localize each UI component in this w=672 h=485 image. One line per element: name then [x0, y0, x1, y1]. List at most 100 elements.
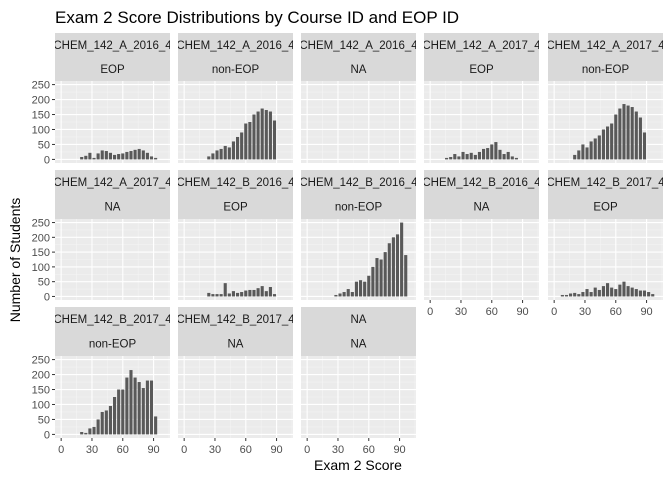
- facet-strip-eop-label: EOP: [223, 202, 248, 214]
- x-tick-label: 90: [270, 444, 282, 456]
- histogram-bar: [268, 286, 272, 297]
- histogram-bar: [117, 389, 121, 435]
- histogram-bar: [506, 151, 510, 160]
- histogram-bar: [589, 141, 593, 160]
- facet-panel: CHEM_142_B_2016_4 EOP: [176, 170, 295, 300]
- y-tick-label: 150: [32, 385, 50, 397]
- histogram-bar: [334, 294, 338, 297]
- histogram-bar: [502, 154, 506, 160]
- x-tick-label: 0: [551, 306, 557, 318]
- facet-strip-eop-bg: [55, 194, 170, 219]
- x-tick-label: 0: [304, 444, 310, 456]
- facet-strip-eop-bg: [178, 57, 293, 81]
- histogram-bar: [84, 432, 88, 435]
- histogram-bar: [244, 123, 248, 160]
- facet-strip-course-bg: [548, 170, 663, 194]
- histogram-bar: [638, 290, 642, 297]
- histogram-bar: [461, 151, 465, 160]
- facet-strip-eop-label: NA: [105, 202, 121, 214]
- facet-strip-course-label: CHEM_142_B_2016_4: [422, 177, 541, 189]
- y-tick-label: 150: [32, 110, 50, 122]
- histogram-bar: [618, 108, 622, 160]
- histogram-bar: [614, 289, 618, 297]
- facet-panel: CHEM_142_A_2017_4 EOP: [422, 33, 541, 163]
- y-tick-label: 250: [32, 80, 50, 92]
- histogram-bar: [564, 294, 569, 297]
- facet-strip-eop-bg: [424, 57, 539, 81]
- histogram-bar: [264, 291, 268, 297]
- x-tick-label: 60: [610, 306, 622, 318]
- facet-panel: CHEM_142_B_2016_4 NA 0 30 60 90: [422, 170, 541, 318]
- x-tick-label: 90: [516, 306, 528, 318]
- histogram-bar: [141, 388, 145, 435]
- histogram-bar: [227, 147, 231, 160]
- histogram-bar: [129, 370, 133, 435]
- facet-panel: CHEM_142_A_2017_4 NA 0 50 100 150 200 250: [32, 170, 172, 303]
- histogram-bar: [231, 291, 235, 297]
- histogram-bar: [363, 281, 367, 297]
- facet-strip-course-label: CHEM_142_A_2017_4: [53, 177, 172, 189]
- facet-strip-eop-label: non-EOP: [335, 202, 383, 214]
- histogram-bar: [125, 151, 129, 160]
- histogram-bar: [113, 154, 117, 160]
- histogram-bar: [482, 148, 486, 160]
- histogram-bar: [404, 255, 408, 297]
- histogram-bar: [486, 148, 490, 160]
- facet-strip-course-bg: [301, 170, 416, 194]
- histogram-bar: [108, 152, 112, 160]
- x-tick-label: 0: [58, 444, 64, 456]
- facet-strip-course-label: CHEM_142_A_2017_4: [422, 40, 541, 52]
- facet-strip-eop-bg: [55, 57, 170, 81]
- histogram-bar: [585, 289, 589, 297]
- histogram-bar: [630, 107, 634, 160]
- histogram-bar: [121, 389, 125, 435]
- histogram-bar: [593, 287, 597, 297]
- histogram-bar: [268, 111, 272, 160]
- histogram-bar: [149, 156, 154, 160]
- y-tick-label: 250: [32, 218, 50, 230]
- histogram-bar: [647, 292, 651, 297]
- histogram-bar: [207, 292, 211, 297]
- histogram-bar: [154, 416, 158, 435]
- histogram-bar: [100, 150, 104, 160]
- histogram-bar: [92, 426, 96, 435]
- histogram-bar: [236, 292, 240, 297]
- histogram-bar: [346, 289, 350, 297]
- histogram-bar: [104, 151, 108, 160]
- facet-strip-course-label: CHEM_142_B_2016_4: [176, 177, 295, 189]
- x-tick-label: 30: [86, 444, 98, 456]
- y-tick-label: 200: [32, 370, 50, 382]
- histogram-bar: [133, 149, 137, 160]
- histogram-bar: [207, 156, 211, 160]
- facet-strip-course-bg: [301, 33, 416, 57]
- facet-strip-course-bg: [178, 307, 293, 331]
- facet-strip-eop-bg: [301, 57, 416, 81]
- y-tick-label: 100: [32, 124, 50, 136]
- y-axis-label: Number of Students: [7, 198, 23, 323]
- facet-strip-eop-bg: [301, 331, 416, 356]
- x-tick-label: 60: [240, 444, 252, 456]
- histogram-bar: [614, 114, 618, 160]
- facet-strip-course-label: NA: [351, 314, 367, 326]
- facet-panel: CHEM_142_B_2017_4 non-EOP 0 50 100 150 200 250 0…: [32, 307, 170, 456]
- histogram-bar: [260, 286, 264, 297]
- histogram-bar: [379, 259, 383, 297]
- x-tick-label: 0: [181, 444, 187, 456]
- facet-strip-eop-label: EOP: [100, 64, 125, 76]
- facet-panel: CHEM_142_B_2017_4 NA 0 30 60 90: [176, 307, 295, 456]
- histogram-bar: [342, 292, 346, 297]
- histogram-bar: [137, 148, 141, 160]
- histogram-bar: [211, 153, 215, 160]
- facet-strip-course-label: CHEM_142_B_2017_4: [176, 314, 295, 326]
- x-tick-label: 30: [209, 444, 221, 456]
- facet-strip-course-label: CHEM_142_A_2016_4: [176, 40, 295, 52]
- y-tick-label: 100: [32, 399, 50, 411]
- histogram-bar: [244, 290, 248, 297]
- histogram-bar: [367, 275, 371, 297]
- histogram-bar: [108, 405, 112, 435]
- y-tick-label: 50: [38, 139, 50, 151]
- histogram-bar: [154, 157, 158, 160]
- histogram-bar: [137, 382, 141, 435]
- x-tick-label: 30: [455, 306, 467, 318]
